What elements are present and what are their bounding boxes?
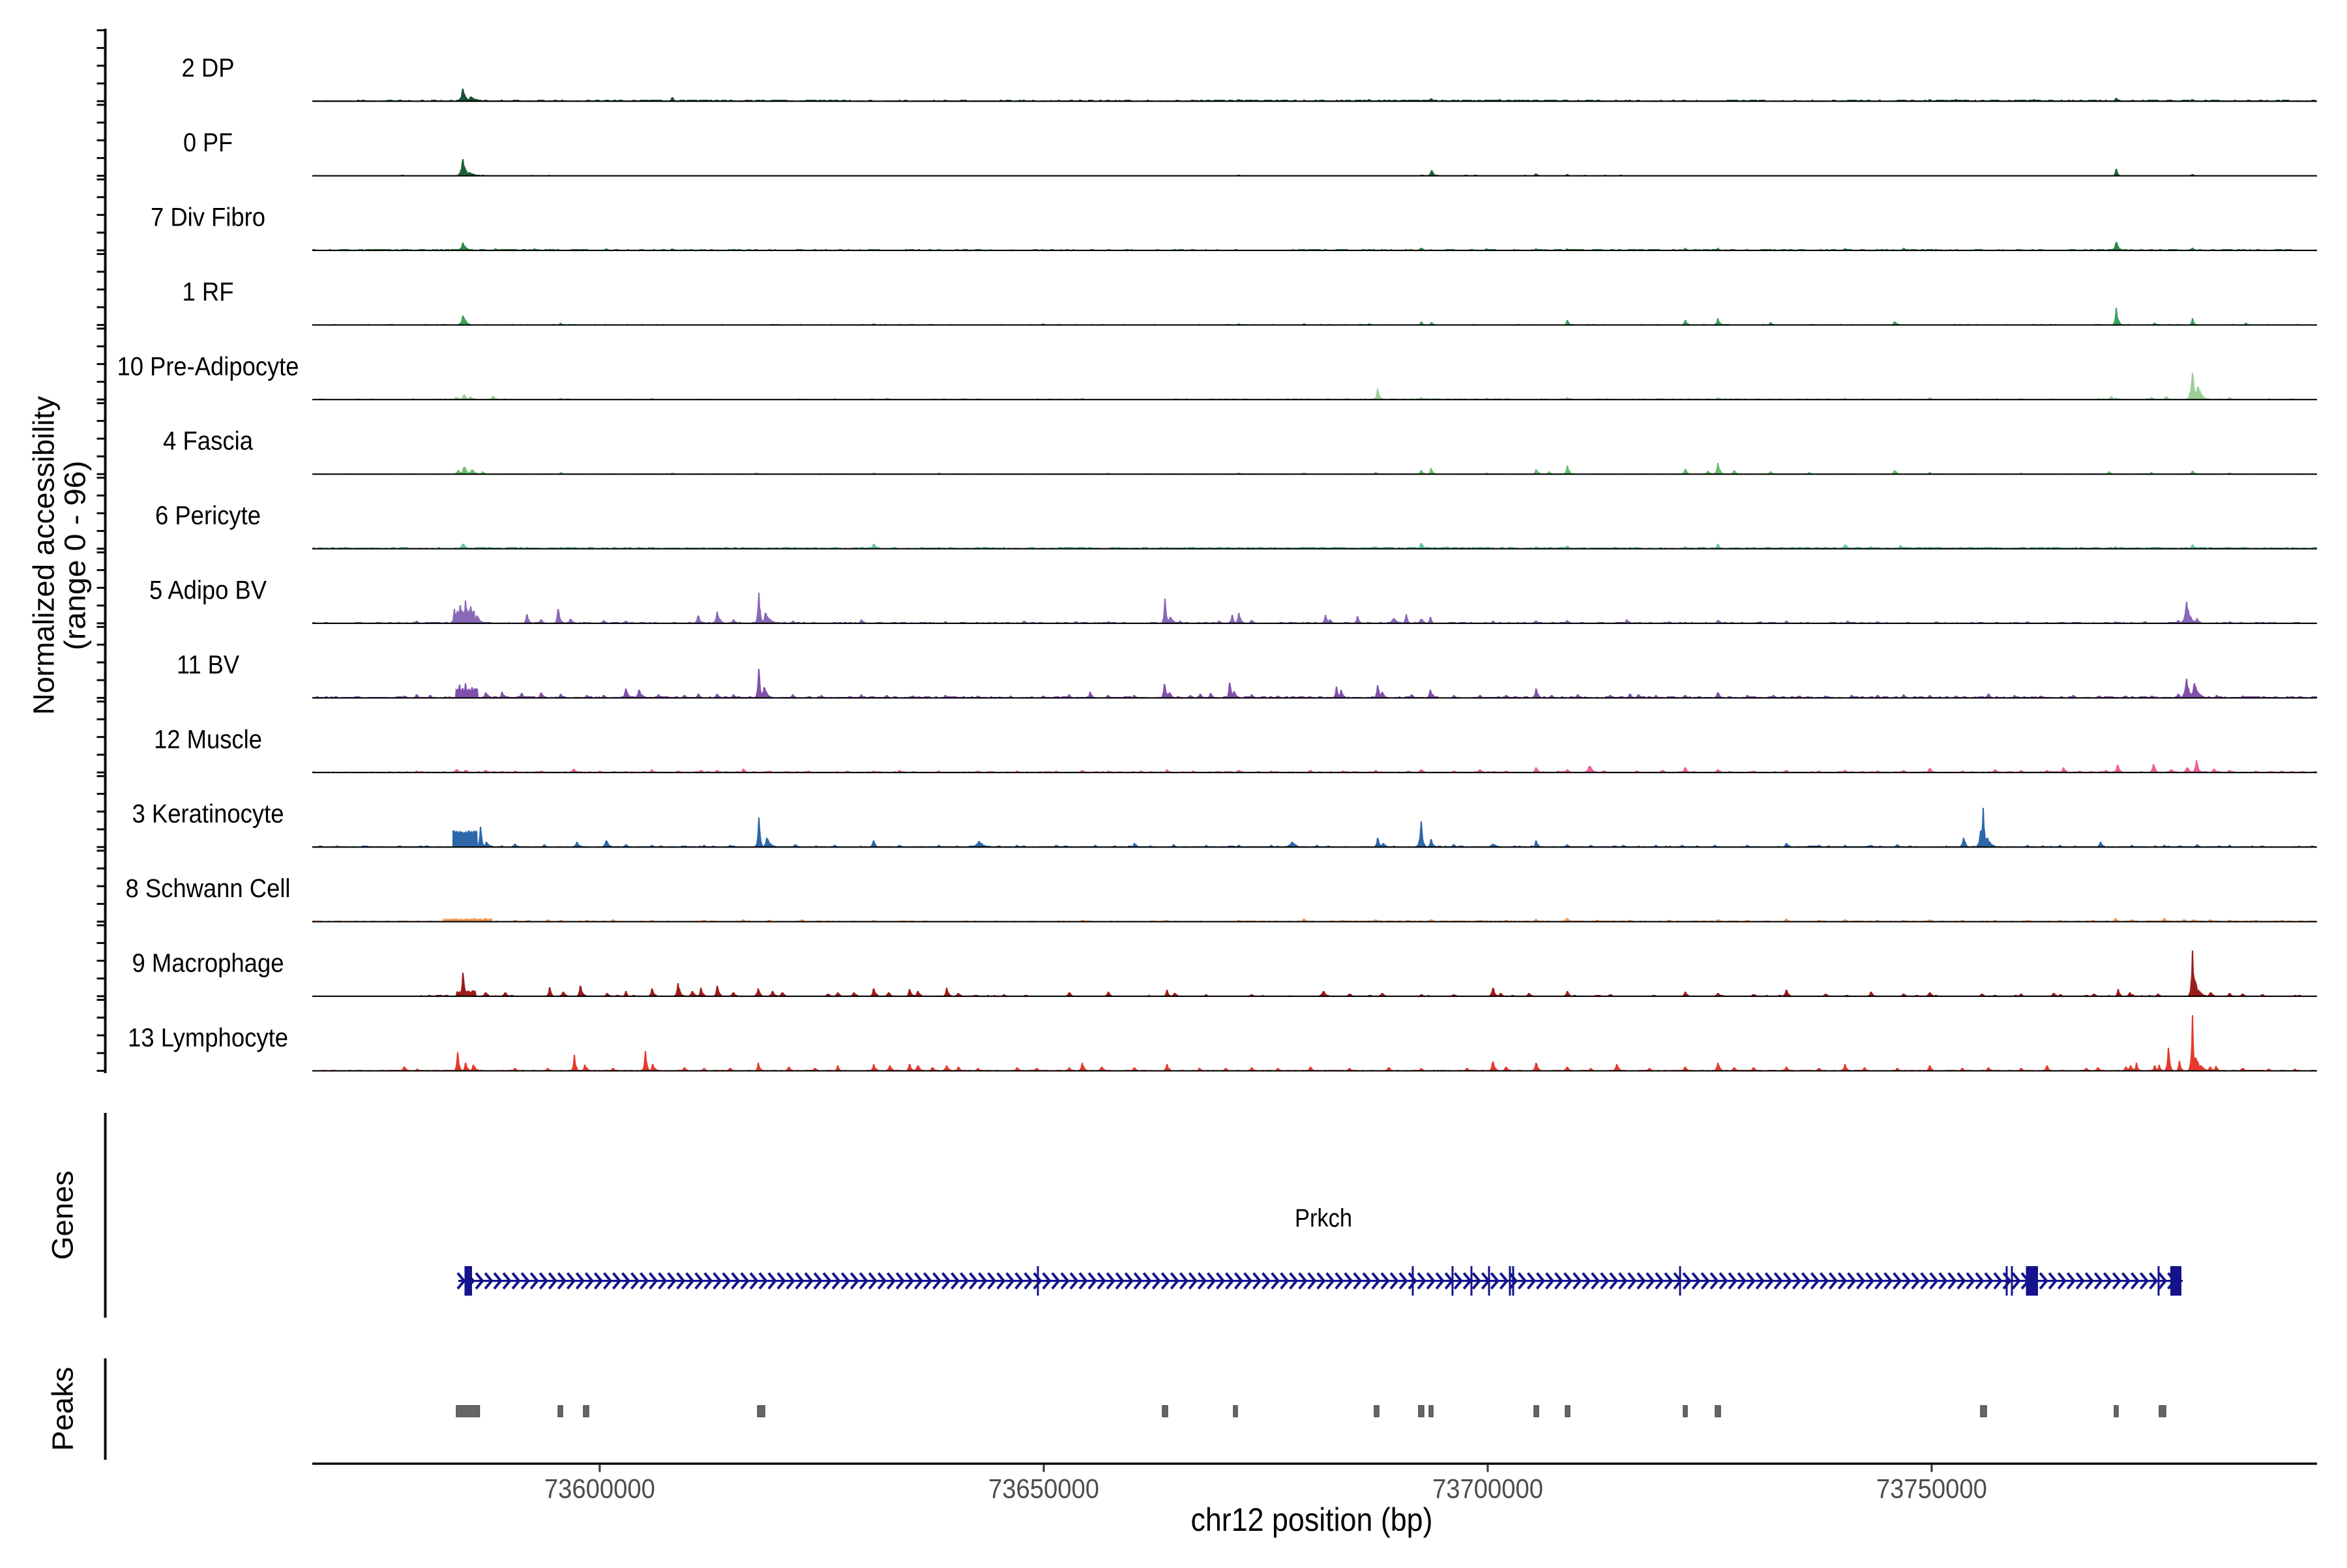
svg-text:2 DP: 2 DP xyxy=(182,54,235,83)
svg-text:73700000: 73700000 xyxy=(1432,1473,1543,1504)
svg-text:9 Macrophage: 9 Macrophage xyxy=(132,949,284,978)
svg-text:5 Adipo BV: 5 Adipo BV xyxy=(149,576,267,605)
svg-text:73650000: 73650000 xyxy=(988,1473,1099,1504)
svg-text:13 Lymphocyte: 13 Lymphocyte xyxy=(128,1024,288,1052)
svg-text:0 PF: 0 PF xyxy=(183,128,233,157)
svg-text:1 RF: 1 RF xyxy=(183,278,234,306)
svg-text:12 Muscle: 12 Muscle xyxy=(154,725,262,754)
svg-text:chr12 position (bp): chr12 position (bp) xyxy=(1191,1501,1433,1538)
svg-text:10 Pre-Adipocyte: 10 Pre-Adipocyte xyxy=(117,352,299,381)
svg-text:11 BV: 11 BV xyxy=(177,651,239,679)
svg-text:3 Keratinocyte: 3 Keratinocyte xyxy=(132,800,284,829)
svg-text:Genes: Genes xyxy=(46,1171,80,1260)
svg-text:6 Pericyte: 6 Pericyte xyxy=(155,501,261,530)
svg-text:73750000: 73750000 xyxy=(1876,1473,1987,1504)
svg-text:Prkch: Prkch xyxy=(1295,1205,1352,1233)
svg-text:Normalized accessibility: Normalized accessibility xyxy=(27,396,61,715)
svg-text:8 Schwann Cell: 8 Schwann Cell xyxy=(126,874,291,903)
svg-text:Peaks: Peaks xyxy=(46,1367,80,1451)
svg-text:7 Div Fibro: 7 Div Fibro xyxy=(151,203,265,232)
svg-text:4 Fascia: 4 Fascia xyxy=(163,427,254,456)
svg-text:(range 0 - 96): (range 0 - 96) xyxy=(59,461,92,651)
svg-text:73600000: 73600000 xyxy=(544,1473,655,1504)
